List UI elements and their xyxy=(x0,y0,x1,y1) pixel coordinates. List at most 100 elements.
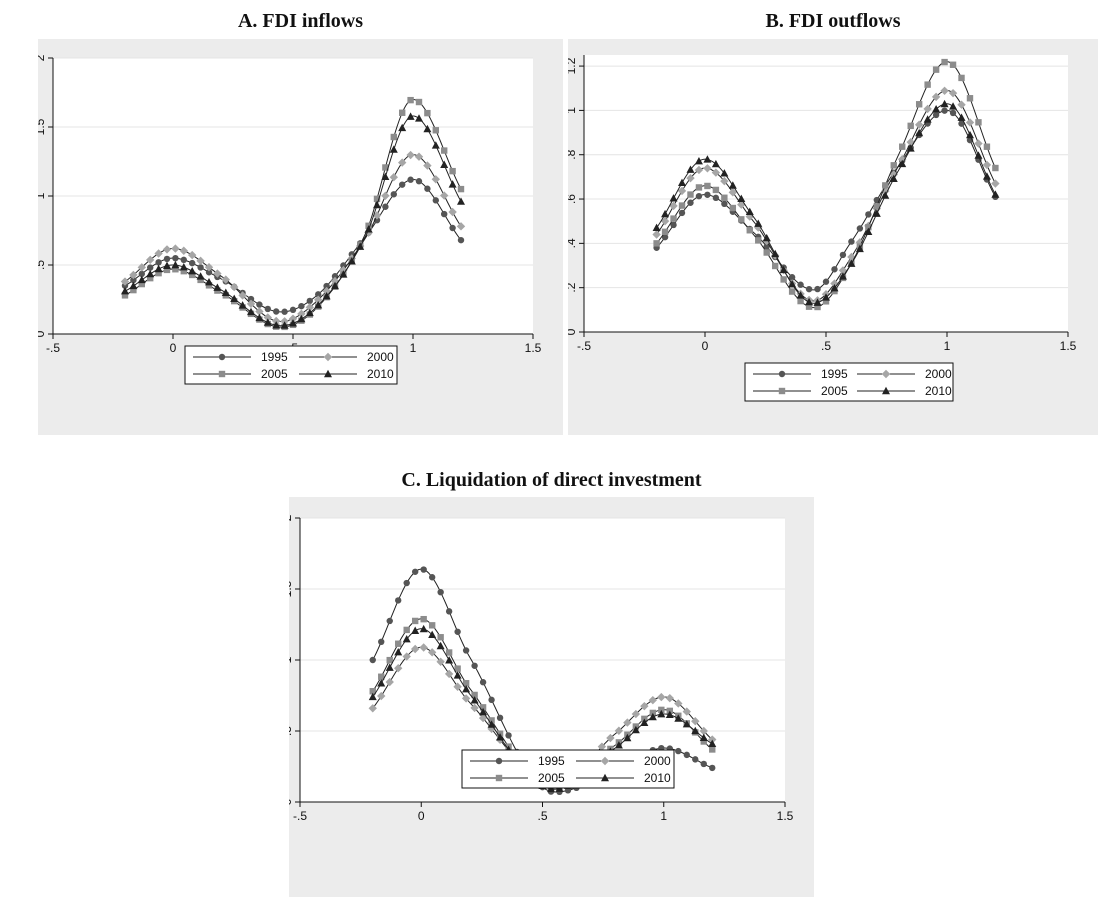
series-point xyxy=(838,272,847,280)
legend-item-2000: 2000 xyxy=(576,754,671,768)
series-point xyxy=(445,649,453,656)
legend-item-2000: 2000 xyxy=(299,350,394,364)
series-point xyxy=(356,242,365,250)
legend-marker xyxy=(882,386,890,395)
series-point xyxy=(406,150,415,160)
series-point xyxy=(462,647,470,654)
series-point xyxy=(471,662,478,669)
series-point xyxy=(347,257,356,265)
series-point xyxy=(188,250,197,260)
series-point xyxy=(322,292,331,300)
series-point xyxy=(796,291,805,299)
series-point xyxy=(797,297,804,305)
series-point xyxy=(746,227,753,234)
series-point xyxy=(847,259,856,267)
series-point xyxy=(305,308,314,317)
series-point xyxy=(721,194,728,201)
series-point xyxy=(373,200,381,209)
series-point xyxy=(941,107,948,114)
series-point xyxy=(745,207,754,215)
series-point xyxy=(763,249,770,256)
series-point xyxy=(830,284,839,292)
series-point xyxy=(382,164,389,171)
series-point xyxy=(369,656,376,664)
series-point xyxy=(415,178,423,185)
series-point xyxy=(121,292,129,299)
series-point xyxy=(436,641,445,650)
panel-c: 0 .5 1 1.5 2 -.5 0 .5 1 1.5 1995 2000 2005 2010 xyxy=(289,497,814,897)
series-point xyxy=(889,170,898,179)
series-point xyxy=(471,691,478,699)
series-2010 xyxy=(652,99,1000,306)
series-point xyxy=(147,274,154,282)
y-tick-label: .5 xyxy=(38,260,47,270)
legend-label: 2000 xyxy=(367,350,394,364)
series-point xyxy=(205,277,213,286)
legend-item-2010: 2010 xyxy=(299,367,394,381)
series-point xyxy=(678,178,687,186)
series-point xyxy=(297,309,306,319)
series-point xyxy=(505,732,512,739)
series-point xyxy=(390,133,397,141)
series-point xyxy=(129,270,138,280)
series-point xyxy=(670,221,677,229)
panel-b: 0 .2 .4 .6 .8 1 1.2 -.5 0 .5 1 1.5 1995 2000 2005 2010 xyxy=(568,39,1098,435)
series-point xyxy=(496,714,504,722)
series-point xyxy=(420,615,427,623)
series-point xyxy=(712,194,720,202)
series-point xyxy=(454,628,461,635)
series-point xyxy=(403,626,410,634)
series-point xyxy=(389,173,398,182)
series-point xyxy=(377,679,386,687)
y-tick-label: .6 xyxy=(568,194,578,204)
series-point xyxy=(652,223,661,232)
series-point xyxy=(171,260,180,269)
series-point xyxy=(648,695,658,705)
series-point xyxy=(670,215,677,222)
series-point xyxy=(949,102,958,110)
legend-item-2005: 2005 xyxy=(470,771,565,785)
series-point xyxy=(381,172,390,181)
series-point xyxy=(813,298,822,306)
series-point xyxy=(479,679,487,686)
series-point xyxy=(898,159,907,168)
series-point xyxy=(415,98,423,106)
series-point xyxy=(762,233,771,242)
series-point xyxy=(453,671,462,679)
series-2010 xyxy=(121,112,465,329)
series-point xyxy=(386,656,393,664)
series-point xyxy=(197,264,204,271)
x-tick-label: -.5 xyxy=(293,809,307,823)
series-point xyxy=(831,266,838,273)
series-point xyxy=(665,693,675,703)
series-point xyxy=(436,657,445,666)
series-point xyxy=(915,128,924,137)
series-point xyxy=(428,622,436,629)
series-point xyxy=(780,276,787,283)
legend-marker xyxy=(601,773,609,782)
series-point xyxy=(898,154,907,164)
legend-box xyxy=(744,362,954,402)
series-point xyxy=(738,216,745,223)
series-point xyxy=(389,145,398,153)
series-point xyxy=(189,259,196,267)
series-point xyxy=(399,109,406,116)
x-tick-label: 0 xyxy=(702,339,709,353)
series-point xyxy=(462,680,470,687)
series-point xyxy=(924,81,931,88)
series-point xyxy=(288,314,298,323)
series-point xyxy=(441,210,448,218)
series-point xyxy=(419,643,428,652)
series-point xyxy=(470,696,479,704)
series-point xyxy=(381,191,390,201)
series-point xyxy=(940,99,949,108)
series-point xyxy=(687,191,694,198)
series-point xyxy=(983,143,991,150)
series-point xyxy=(699,733,708,742)
series-point xyxy=(708,739,717,747)
series-point xyxy=(958,120,965,127)
series-point xyxy=(423,161,432,170)
y-tick-label: .2 xyxy=(568,282,578,292)
series-point xyxy=(674,714,683,722)
legend-label: 2010 xyxy=(925,384,952,398)
